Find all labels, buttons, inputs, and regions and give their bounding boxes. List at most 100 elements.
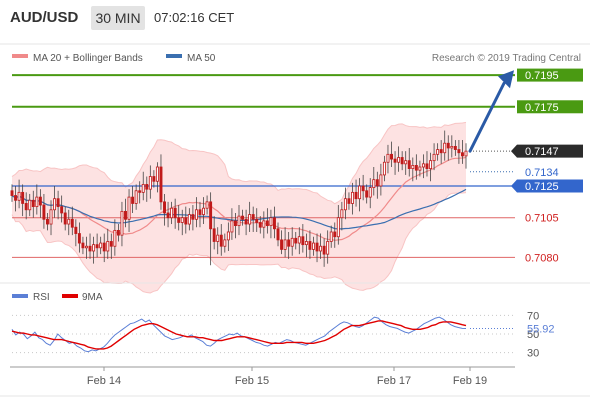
candle-body <box>269 217 273 227</box>
candle-body <box>464 150 468 157</box>
candle-body <box>53 198 57 211</box>
candle <box>152 170 156 188</box>
candle <box>38 189 42 218</box>
candle <box>244 209 248 236</box>
candle <box>99 236 103 255</box>
candle-body <box>70 218 74 228</box>
candle <box>400 151 404 171</box>
bollinger-upper <box>11 121 467 205</box>
candle-body <box>411 165 415 169</box>
candle-body <box>49 209 53 225</box>
candle-body <box>124 210 127 220</box>
candle-body <box>297 236 301 244</box>
candle <box>109 233 113 259</box>
candle <box>21 184 25 217</box>
candle <box>120 201 124 247</box>
candle-body <box>294 237 298 244</box>
candle <box>432 143 436 171</box>
candle <box>88 233 92 259</box>
ma9-legend-swatch <box>62 294 78 298</box>
candle <box>464 143 468 169</box>
candle <box>70 206 74 236</box>
candle-body <box>326 241 330 255</box>
candle <box>216 227 220 255</box>
candle-body <box>216 234 220 242</box>
candle <box>365 184 369 204</box>
candle-body <box>379 174 383 187</box>
candle-body <box>202 207 205 215</box>
candle <box>166 201 170 228</box>
support-tag-label: 0.7105 <box>525 213 559 225</box>
candle-body <box>347 198 351 204</box>
candle <box>358 178 362 212</box>
forecast-arrow-shaft <box>468 81 506 153</box>
candle-body <box>35 196 39 208</box>
candle <box>414 154 418 180</box>
candle-body <box>102 242 106 252</box>
candle <box>209 192 213 266</box>
candle-body <box>60 206 64 214</box>
rsi-legend: RSI 9MA <box>12 292 103 303</box>
candle <box>131 186 135 213</box>
candle <box>351 182 354 215</box>
candle <box>446 135 450 161</box>
candle-body <box>283 239 287 250</box>
candle-body <box>163 201 166 214</box>
candle <box>393 151 397 175</box>
candle <box>241 209 245 226</box>
candle-body <box>386 153 390 163</box>
candle <box>429 152 432 182</box>
candle <box>74 219 78 247</box>
candle-body <box>194 209 198 220</box>
candle <box>237 205 241 236</box>
candle <box>294 231 298 250</box>
candle <box>258 216 262 234</box>
candle-body <box>333 231 337 238</box>
candle <box>457 140 461 164</box>
chart-header: AUD/USD 30 MIN 07:02:16 CET <box>0 0 590 36</box>
candle <box>28 193 32 217</box>
candle <box>14 186 18 212</box>
candle-body <box>460 152 464 157</box>
candle-body <box>134 190 138 204</box>
candle <box>31 190 35 218</box>
candle-body <box>67 218 71 225</box>
candle-body <box>95 244 99 249</box>
candle <box>53 186 57 218</box>
x-tick-label: Feb 19 <box>453 375 487 387</box>
candle-body <box>173 207 177 219</box>
current-price-tag-label: 0.7147 <box>525 146 559 158</box>
timeframe-button[interactable]: 30 MIN <box>91 6 145 30</box>
candle <box>219 224 223 256</box>
price-chart: MA 20 + Bollinger Bands MA 50 Research ©… <box>0 43 590 397</box>
candle <box>226 222 230 251</box>
candle-body <box>429 160 432 169</box>
candle <box>439 140 443 164</box>
candle-body <box>226 231 230 241</box>
candle-body <box>10 190 14 196</box>
candle <box>145 176 149 202</box>
candle-body <box>315 242 319 252</box>
candle <box>60 195 64 223</box>
candle-body <box>17 191 21 201</box>
candle-body <box>141 184 145 193</box>
candle-body <box>212 228 216 242</box>
candle <box>223 233 227 253</box>
candle-body <box>340 209 344 219</box>
ma50-legend-label: MA 50 <box>187 53 216 64</box>
rsi-ma9-line <box>11 320 467 350</box>
candle-body <box>439 149 443 154</box>
candle <box>124 198 127 228</box>
resistance-tag-label: 0.7175 <box>525 102 559 114</box>
candle-body <box>138 190 142 193</box>
candle-body <box>46 218 49 225</box>
research-credit: Research © 2019 Trading Central <box>432 53 581 64</box>
candle-body <box>414 165 418 171</box>
candle-body <box>38 196 42 206</box>
candle <box>202 197 205 225</box>
candle-body <box>99 242 103 249</box>
candle <box>95 233 99 258</box>
symbol-title: AUD/USD <box>10 9 79 26</box>
candle <box>460 140 464 164</box>
candle <box>269 209 273 239</box>
